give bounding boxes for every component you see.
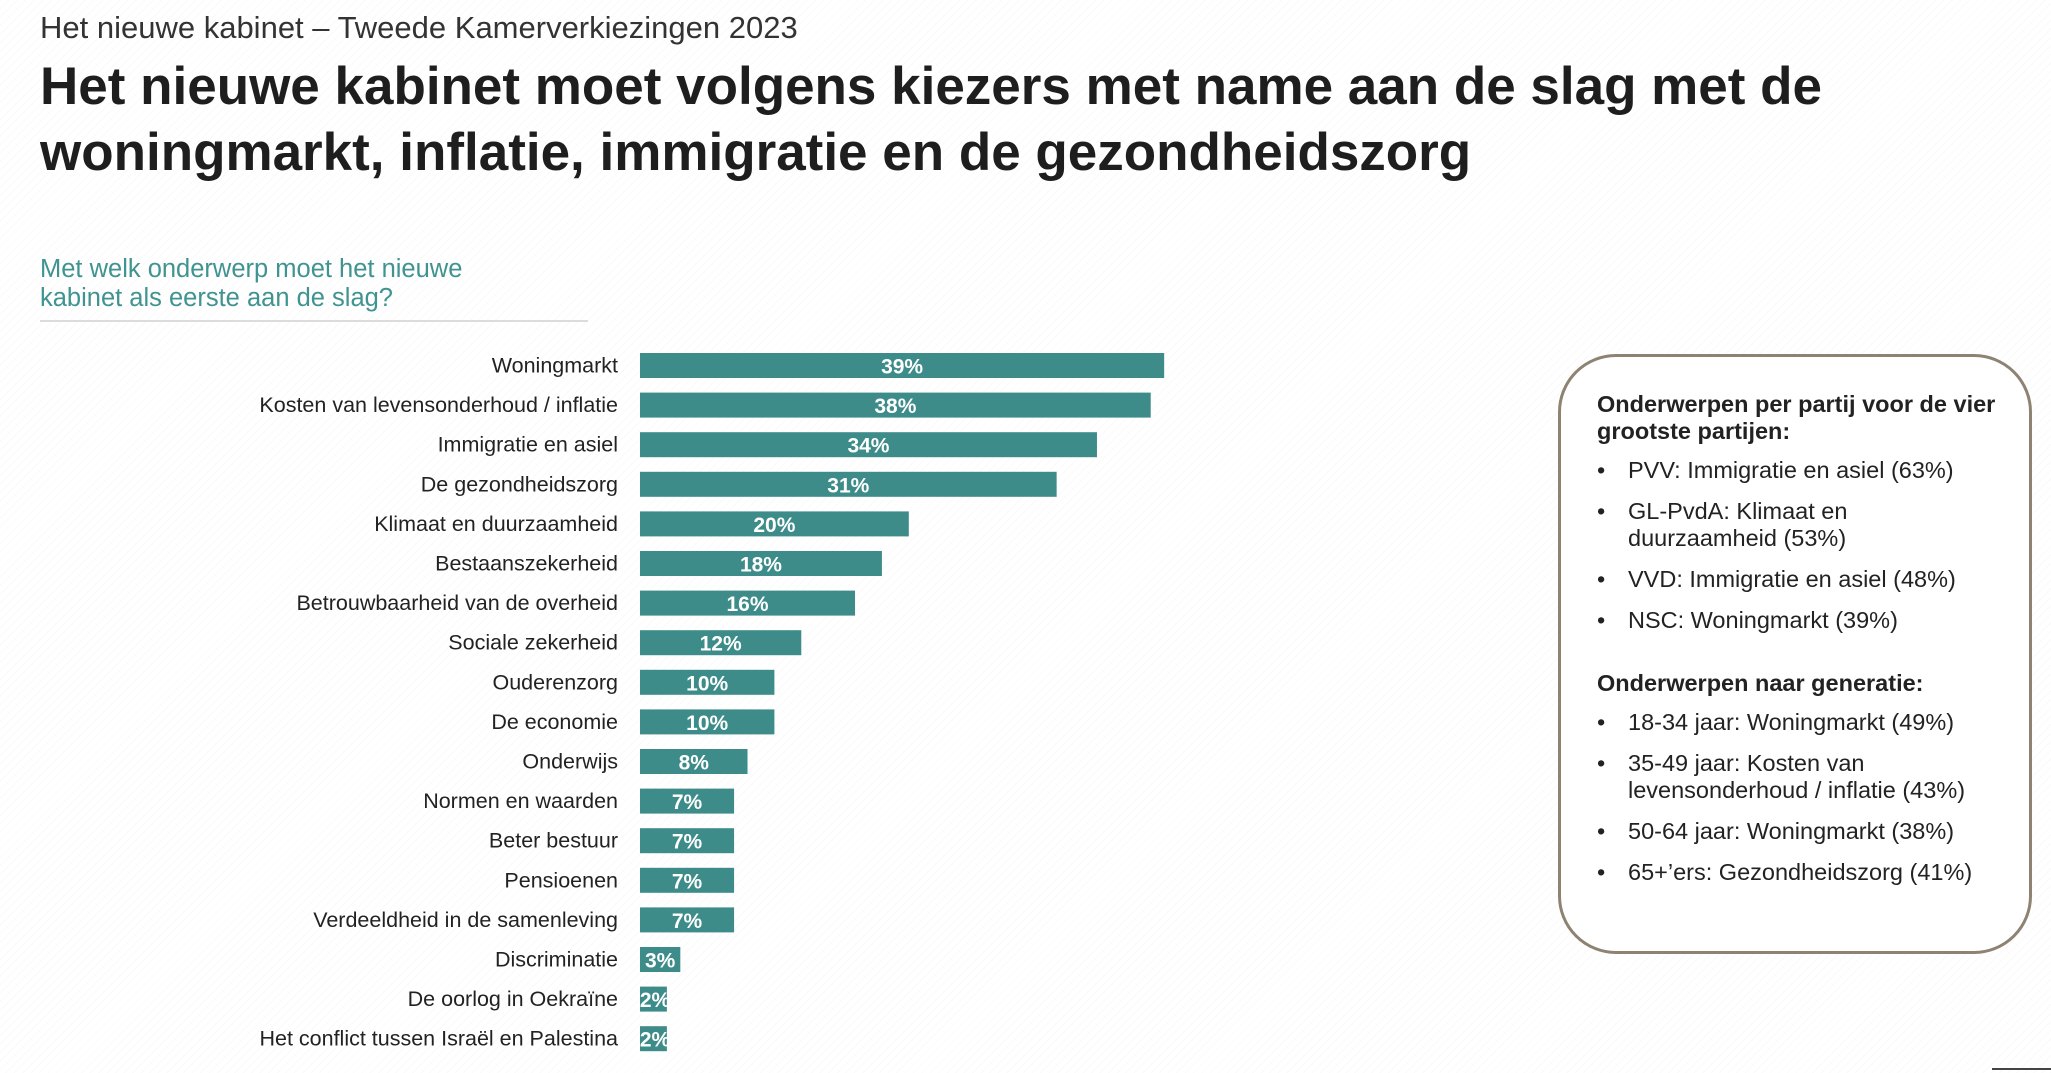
category-label: Sociale zekerheid (448, 631, 618, 655)
category-label: Discriminatie (495, 948, 618, 972)
bar (640, 392, 1151, 418)
category-label: Bestaanszekerheid (435, 552, 618, 576)
value-label: 16% (727, 593, 769, 616)
category-label: Klimaat en duurzaamheid (374, 512, 618, 536)
bar (640, 471, 1057, 497)
value-label: 10% (686, 712, 728, 735)
category-label: Ouderenzorg (493, 670, 619, 694)
party-item-nsc: • NSC: Woningmarkt (39%) (1597, 607, 2001, 634)
value-label: 7% (672, 910, 703, 933)
bullet-icon: • (1597, 566, 1606, 592)
generation-item-18-34: • 18-34 jaar: Woningmarkt (49%) (1597, 709, 2001, 736)
party-item-text: VVD: Immigratie en asiel (48%) (1628, 566, 1956, 592)
bar (640, 749, 748, 774)
value-label: 2% (640, 1029, 671, 1052)
value-label: 10% (686, 672, 728, 695)
bar (640, 788, 735, 814)
category-label: Immigratie en asiel (438, 433, 618, 457)
bullet-icon: • (1597, 750, 1606, 776)
category-label: Woningmarkt (492, 354, 618, 378)
category-label: Beter bestuur (489, 829, 618, 853)
category-label: Het conflict tussen Israël en Palestina (259, 1027, 618, 1051)
category-label: Pensioenen (504, 868, 618, 892)
value-label: 7% (672, 870, 703, 893)
party-list: • PVV: Immigratie en asiel (63%) • GL-PvdA… (1597, 457, 2001, 634)
bar (640, 709, 775, 735)
bullet-icon: • (1597, 709, 1606, 735)
value-label: 8% (679, 752, 710, 775)
party-item-text: GL-PvdA: Klimaat en duurzaamheid (53%) (1628, 498, 1848, 551)
bar (640, 1026, 667, 1052)
chart-question-line-2: kabinet als eerste aan de slag? (40, 284, 393, 312)
value-label: 38% (874, 395, 916, 418)
bar-chart: Woningmarkt 39% Kosten van levensonderhoud… (259, 353, 1165, 1052)
party-heading: Onderwerpen per partij voor de vier groo… (1597, 391, 1996, 444)
value-label: 3% (645, 950, 676, 973)
bar (640, 590, 856, 616)
party-item-pvv: • PVV: Immigratie en asiel (63%) (1597, 457, 2001, 484)
generation-list: • 18-34 jaar: Woningmarkt (49%) • 35-49 ja… (1597, 709, 2001, 886)
value-label: 2% (640, 989, 671, 1012)
value-label: 7% (672, 831, 703, 854)
party-item-text: PVV: Immigratie en asiel (63%) (1628, 457, 1954, 483)
question-divider (40, 320, 588, 322)
generation-item-65plus: • 65+’ers: Gezondheidszorg (41%) (1597, 859, 2001, 886)
bullet-icon: • (1597, 818, 1606, 844)
bar (640, 669, 775, 695)
highlights-box: Onderwerpen per partij voor de vier groo… (1558, 354, 2032, 954)
value-label: 12% (700, 633, 742, 656)
corner-rule (1992, 1068, 2051, 1070)
bullet-icon: • (1597, 859, 1606, 885)
bar (640, 828, 735, 854)
bullet-icon: • (1597, 457, 1606, 483)
generation-item-text: 35-49 jaar: Kosten van levensonderhoud /… (1628, 750, 1966, 803)
generation-item-text: 18-34 jaar: Woningmarkt (49%) (1628, 709, 1955, 735)
category-label: De gezondheidszorg (421, 472, 618, 496)
party-item-text: NSC: Woningmarkt (39%) (1628, 607, 1898, 633)
bar (640, 907, 735, 933)
bar (640, 353, 1165, 378)
chart-question: Met welk onderwerp moet het nieuwe kabin… (40, 255, 560, 313)
page-title: Het nieuwe kabinet moet volgens kiezers … (40, 57, 1822, 182)
value-label: 7% (672, 791, 703, 814)
category-label: Normen en waarden (423, 789, 618, 813)
bar (640, 986, 667, 1012)
bullet-icon: • (1597, 607, 1606, 633)
generation-heading: Onderwerpen naar generatie: (1597, 670, 1924, 696)
category-label: Kosten van levensonderhoud / inflatie (259, 393, 618, 417)
generation-item-35-49: • 35-49 jaar: Kosten van levensonderhoud … (1597, 750, 2001, 804)
bar (640, 867, 735, 893)
generation-item-text: 65+’ers: Gezondheidszorg (41%) (1628, 859, 1973, 885)
bar (640, 432, 1097, 458)
generation-item-50-64: • 50-64 jaar: Woningmarkt (38%) (1597, 818, 2001, 845)
bar (640, 947, 681, 972)
value-label: 20% (753, 514, 795, 537)
category-label: Verdeeldheid in de samenleving (313, 908, 618, 932)
bar (640, 630, 802, 656)
value-label: 18% (740, 554, 782, 577)
category-label: De economie (491, 710, 618, 734)
bar (640, 551, 882, 576)
category-label: Onderwijs (522, 750, 618, 774)
page-supertitle: Het nieuwe kabinet – Tweede Kamerverkiez… (40, 10, 798, 45)
chart-question-line-1: Met welk onderwerp moet het nieuwe (40, 255, 463, 283)
category-label: De oorlog in Oekraïne (408, 987, 618, 1011)
value-label: 34% (847, 435, 889, 458)
generation-item-text: 50-64 jaar: Woningmarkt (38%) (1628, 818, 1955, 844)
value-label: 31% (827, 474, 869, 497)
value-label: 39% (881, 356, 923, 379)
party-item-glpvda: • GL-PvdA: Klimaat en duurzaamheid (53%) (1597, 498, 2001, 552)
bar (640, 511, 909, 537)
category-label: Betrouwbaarheid van de overheid (296, 591, 618, 615)
party-item-vvd: • VVD: Immigratie en asiel (48%) (1597, 566, 2001, 593)
bullet-icon: • (1597, 498, 1606, 524)
